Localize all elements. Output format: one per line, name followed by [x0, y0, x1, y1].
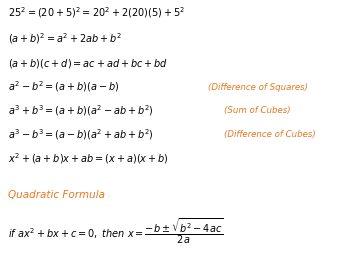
Text: $x^2 + (a + b)x + ab = (x + a)(x + b)$: $x^2 + (a + b)x + ab = (x + a)(x + b)$: [8, 152, 169, 167]
Text: $(a + b)^2 = a^2 + 2ab + b^2$: $(a + b)^2 = a^2 + 2ab + b^2$: [8, 32, 122, 46]
Text: (Difference of Cubes): (Difference of Cubes): [224, 130, 316, 139]
Text: $a^3 + b^3 = (a + b)(a^2 - ab + b^2)$: $a^3 + b^3 = (a + b)(a^2 - ab + b^2)$: [8, 104, 154, 118]
Text: $a^3 - b^3 = (a - b)(a^2 + ab + b^2)$: $a^3 - b^3 = (a - b)(a^2 + ab + b^2)$: [8, 128, 154, 143]
Text: (Sum of Cubes): (Sum of Cubes): [224, 106, 291, 116]
Text: Quadratic Formula: Quadratic Formula: [8, 190, 105, 200]
Text: $if\ ax^2 + bx + c = 0,\ then\ x = \dfrac{-b \pm \sqrt{b^2 - 4ac}}{2a}$: $if\ ax^2 + bx + c = 0,\ then\ x = \dfra…: [8, 216, 224, 246]
Text: $a^2 - b^2 = (a + b)(a - b)$: $a^2 - b^2 = (a + b)(a - b)$: [8, 80, 119, 94]
Text: $25^2 = (20 + 5)^2 = 20^2 + 2(20)(5) + 5^2$: $25^2 = (20 + 5)^2 = 20^2 + 2(20)(5) + 5…: [8, 5, 185, 20]
Text: (Difference of Squares): (Difference of Squares): [208, 82, 308, 92]
Text: $(a + b)(c + d) = ac + ad + bc + bd$: $(a + b)(c + d) = ac + ad + bc + bd$: [8, 56, 168, 69]
